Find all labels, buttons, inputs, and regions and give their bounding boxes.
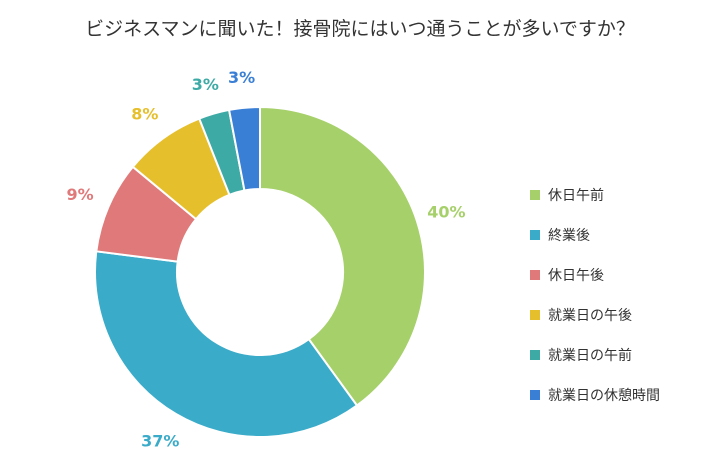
legend-swatch — [530, 230, 540, 240]
legend-swatch — [530, 350, 540, 360]
legend-item: 終業後 — [530, 215, 660, 255]
data-label: 3% — [228, 68, 255, 87]
legend-swatch — [530, 190, 540, 200]
legend-swatch — [530, 390, 540, 400]
legend-label: 休日午後 — [548, 268, 604, 284]
legend-item: 就業日の午後 — [530, 295, 660, 335]
legend: 休日午前終業後休日午後就業日の午後 就業日の午前就業日の休憩時間 — [530, 175, 660, 415]
legend-label: 就業日の午後 — [548, 308, 632, 324]
legend-label: 就業日の休憩時間 — [548, 388, 660, 404]
legend-item: 就業日の休憩時間 — [530, 375, 660, 415]
legend-item: 休日午前 — [530, 175, 660, 215]
slice-0 — [259, 105, 426, 407]
legend-swatch — [530, 270, 540, 280]
slice-1 — [94, 250, 359, 438]
data-label: 37% — [141, 432, 179, 451]
legend-label: 休日午前 — [548, 188, 604, 204]
data-label: 3% — [192, 75, 219, 94]
legend-item: 休日午後 — [530, 255, 660, 295]
legend-swatch — [530, 310, 540, 320]
chart-title: ビジネスマンに聞いた！接骨院にはいつ通うことが多いですか？ — [85, 18, 635, 40]
slice-5 — [227, 105, 261, 192]
data-label: 40% — [427, 202, 465, 221]
legend-item: 就業日の午前 — [530, 335, 660, 375]
legend-label: 就業日の午前 — [548, 348, 632, 364]
data-label: 8% — [131, 104, 158, 123]
legend-label: 終業後 — [548, 228, 590, 244]
data-label: 9% — [67, 185, 94, 204]
